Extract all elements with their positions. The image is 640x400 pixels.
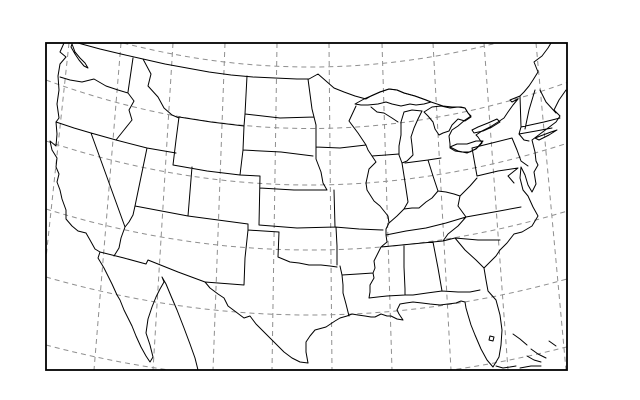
bahamas-islands [512, 333, 557, 369]
state-borders [55, 57, 561, 317]
pacific-coastline [49, 43, 101, 253]
us-mexico-border [99, 251, 309, 364]
lake-superior [354, 88, 432, 107]
lake-michigan [398, 109, 423, 164]
map-frame [45, 42, 568, 371]
parallel-lines [46, 43, 567, 370]
lake-huron [423, 105, 472, 136]
baja-california-coastline [97, 251, 199, 370]
gulf-atlantic-coastline [305, 89, 567, 368]
us-canada-border [77, 43, 552, 153]
florida-keys [495, 365, 517, 369]
lake-okeechobee [488, 335, 495, 342]
latlon-grid [46, 43, 567, 370]
puget-sound [70, 43, 89, 69]
meridian-lines [46, 43, 567, 370]
lake-erie [449, 140, 484, 154]
long-island [534, 129, 558, 141]
lake-ontario [471, 118, 501, 134]
geography-layer [49, 43, 567, 370]
